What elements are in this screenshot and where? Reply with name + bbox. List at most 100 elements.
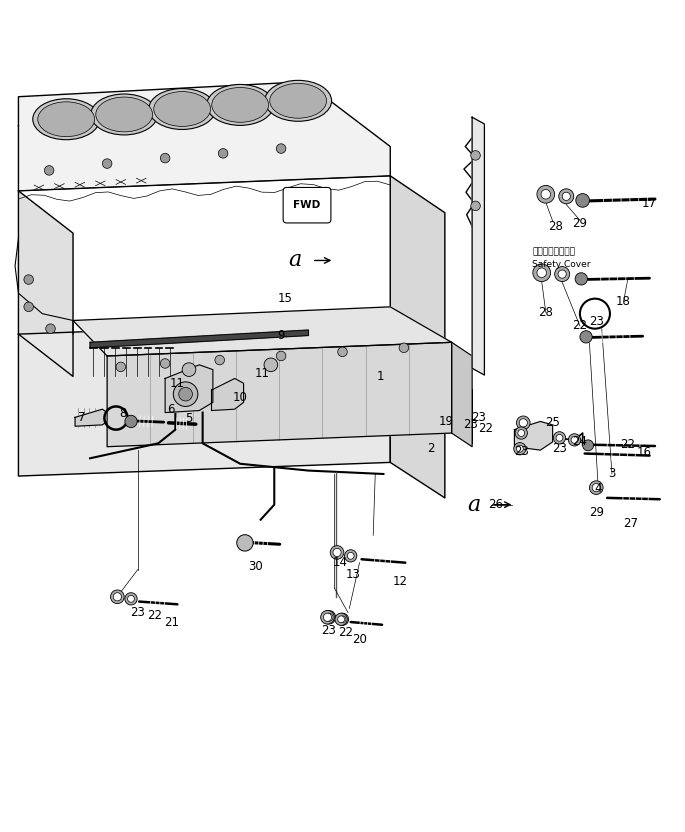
Circle shape <box>321 611 334 624</box>
Ellipse shape <box>33 99 99 140</box>
Circle shape <box>556 434 563 441</box>
Circle shape <box>125 415 137 428</box>
Circle shape <box>24 275 34 285</box>
Text: 20: 20 <box>352 633 367 646</box>
Circle shape <box>182 363 196 376</box>
Circle shape <box>583 440 594 451</box>
Text: 29: 29 <box>589 507 603 519</box>
Circle shape <box>471 201 480 210</box>
Circle shape <box>590 481 603 494</box>
Circle shape <box>471 151 480 161</box>
Circle shape <box>399 343 409 353</box>
Text: FWD: FWD <box>293 200 321 210</box>
Text: 25: 25 <box>545 416 560 429</box>
Text: 28: 28 <box>538 306 553 319</box>
Circle shape <box>580 331 593 343</box>
Circle shape <box>347 552 354 559</box>
Text: セーフティカバー: セーフティカバー <box>532 248 575 257</box>
Circle shape <box>575 273 588 285</box>
Ellipse shape <box>38 102 95 136</box>
Text: Safety Cover: Safety Cover <box>532 260 590 269</box>
Ellipse shape <box>212 87 269 122</box>
Circle shape <box>576 194 590 207</box>
Text: 29: 29 <box>573 217 588 230</box>
Circle shape <box>173 382 198 407</box>
Circle shape <box>215 355 225 365</box>
Circle shape <box>113 592 121 601</box>
Ellipse shape <box>90 94 158 135</box>
Text: 7: 7 <box>78 411 86 423</box>
FancyBboxPatch shape <box>283 187 331 223</box>
Circle shape <box>110 590 124 603</box>
Circle shape <box>102 159 112 168</box>
Text: 11: 11 <box>170 377 185 389</box>
Polygon shape <box>73 307 451 356</box>
Text: 23: 23 <box>471 411 486 423</box>
Circle shape <box>537 186 555 203</box>
Circle shape <box>559 189 574 204</box>
Polygon shape <box>165 365 213 413</box>
Circle shape <box>533 264 551 281</box>
Circle shape <box>345 550 357 562</box>
Text: 12: 12 <box>393 575 408 587</box>
Circle shape <box>515 427 527 439</box>
Text: 28: 28 <box>548 220 563 233</box>
Circle shape <box>516 445 523 452</box>
Text: 22: 22 <box>573 319 588 333</box>
Polygon shape <box>18 191 73 376</box>
Ellipse shape <box>270 83 327 118</box>
Text: 22: 22 <box>620 438 635 451</box>
Circle shape <box>276 144 286 153</box>
Text: 23: 23 <box>321 624 336 637</box>
Circle shape <box>569 433 581 446</box>
Text: a: a <box>467 493 480 516</box>
Polygon shape <box>212 379 244 410</box>
Circle shape <box>264 358 277 372</box>
Polygon shape <box>90 330 308 348</box>
Circle shape <box>237 535 253 551</box>
Text: 11: 11 <box>255 367 269 380</box>
Circle shape <box>116 362 125 372</box>
Polygon shape <box>514 422 553 450</box>
Ellipse shape <box>153 92 210 126</box>
Text: 6: 6 <box>167 403 174 416</box>
Circle shape <box>336 613 349 626</box>
Circle shape <box>519 418 527 427</box>
Text: 23: 23 <box>130 606 145 619</box>
Circle shape <box>338 616 345 622</box>
Circle shape <box>518 429 525 437</box>
Circle shape <box>333 548 341 557</box>
Circle shape <box>339 616 346 622</box>
Polygon shape <box>472 117 484 375</box>
Polygon shape <box>75 409 107 426</box>
Text: 10: 10 <box>233 391 247 404</box>
Circle shape <box>45 166 54 176</box>
Text: 22: 22 <box>478 422 493 435</box>
Text: 23: 23 <box>514 445 529 458</box>
Circle shape <box>514 443 526 455</box>
Text: 2: 2 <box>427 442 435 454</box>
Circle shape <box>571 437 578 443</box>
Circle shape <box>125 592 137 605</box>
Circle shape <box>46 324 55 334</box>
Circle shape <box>322 611 336 624</box>
Circle shape <box>219 149 228 158</box>
Ellipse shape <box>207 84 273 126</box>
Text: 22: 22 <box>338 626 353 640</box>
Circle shape <box>127 596 134 602</box>
Polygon shape <box>107 342 451 447</box>
Ellipse shape <box>149 88 216 130</box>
Text: 21: 21 <box>164 616 179 628</box>
Text: 14: 14 <box>333 556 348 569</box>
Circle shape <box>338 347 347 357</box>
Text: 23: 23 <box>552 443 567 455</box>
Text: 9: 9 <box>277 329 285 342</box>
Circle shape <box>330 546 344 559</box>
Circle shape <box>160 359 170 369</box>
Circle shape <box>553 432 566 444</box>
Circle shape <box>516 416 530 429</box>
Ellipse shape <box>96 97 153 131</box>
Circle shape <box>335 613 347 626</box>
Circle shape <box>541 190 551 199</box>
Text: 13: 13 <box>346 567 361 581</box>
